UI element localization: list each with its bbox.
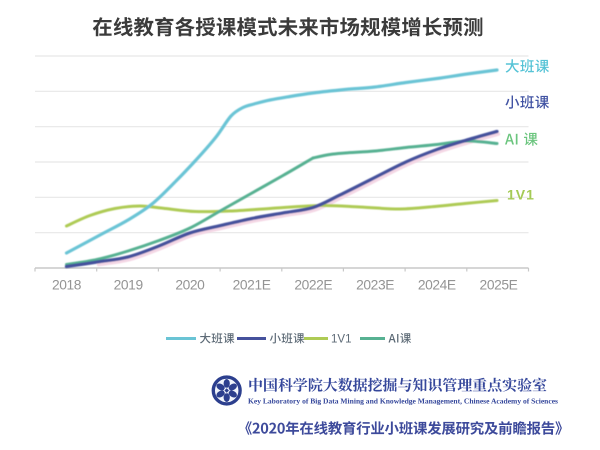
- svg-text:2022E: 2022E: [294, 278, 332, 293]
- svg-text:2023E: 2023E: [356, 278, 394, 293]
- svg-text:Key Laboratory of Big Data Min: Key Laboratory of Big Data Mining and Kn…: [248, 397, 558, 406]
- svg-text:2020: 2020: [175, 278, 205, 293]
- svg-text:2019: 2019: [114, 278, 144, 293]
- svg-text:2018: 2018: [52, 278, 82, 293]
- svg-text:1V1: 1V1: [331, 334, 351, 346]
- svg-text:1V1: 1V1: [507, 187, 535, 203]
- svg-text:2025E: 2025E: [480, 278, 518, 293]
- svg-text:2024E: 2024E: [418, 278, 456, 293]
- svg-text:2021E: 2021E: [233, 278, 271, 293]
